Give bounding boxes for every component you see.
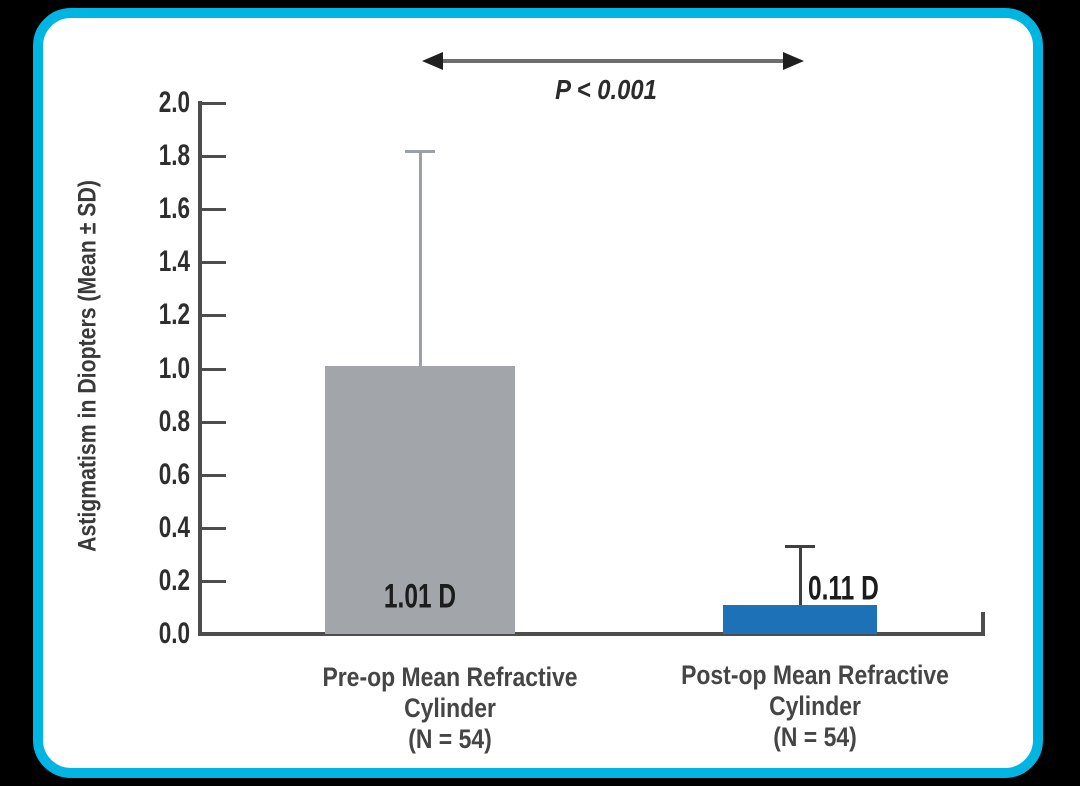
y-axis-line: [198, 101, 202, 636]
y-tick-label: 0.8: [158, 404, 190, 438]
y-tick-label: 0.0: [158, 617, 190, 650]
y-tick-label: 1.8: [158, 139, 190, 173]
category-preop-line1: Pre-op Mean Refractive Cylinder: [322, 662, 578, 723]
category-preop-line2: (N = 54): [408, 724, 492, 754]
bar: [723, 604, 877, 634]
arrow-left-icon: [422, 52, 443, 70]
y-tick-label: 0.6: [158, 457, 190, 491]
y-tick: [202, 155, 226, 159]
bar-value-label: 0.11 D: [808, 569, 879, 608]
category-label-postop: Post-op Mean Refractive Cylinder (N = 54…: [641, 660, 990, 753]
y-tick-label: 2.0: [158, 86, 190, 119]
y-axis-title: Astigmatism in Diopters (Mean ± SD): [73, 180, 102, 552]
bar: [325, 365, 515, 634]
category-postop-line2: (N = 54): [773, 722, 857, 752]
y-tick: [202, 314, 226, 318]
y-tick-label: 1.2: [158, 298, 190, 332]
arrow-right-icon: [783, 52, 804, 70]
error-bar-cap: [405, 149, 435, 153]
y-tick: [202, 633, 226, 636]
y-tick: [202, 420, 226, 424]
y-tick-label: 0.2: [158, 563, 190, 597]
category-postop-line1: Post-op Mean Refractive Cylinder: [681, 660, 949, 721]
error-bar-cap: [785, 545, 815, 549]
y-tick-label: 1.6: [158, 192, 190, 226]
y-tick: [202, 261, 226, 265]
category-label-preop: Pre-op Mean Refractive Cylinder (N = 54): [276, 662, 625, 755]
p-value-label: P < 0.001: [555, 74, 657, 105]
y-tick: [202, 579, 226, 583]
y-tick-label: 1.4: [158, 245, 190, 279]
y-tick: [202, 102, 226, 105]
y-tick-label: 0.4: [158, 510, 190, 544]
y-tick: [202, 367, 226, 371]
y-tick-label: 1.0: [158, 351, 190, 385]
y-tick: [202, 526, 226, 530]
error-bar: [798, 546, 802, 605]
significance-arrow-line: [440, 59, 784, 63]
y-tick: [202, 473, 226, 477]
bar-value-label: 1.01 D: [383, 577, 457, 616]
x-axis-line: [198, 632, 985, 636]
x-axis-end-tick: [981, 612, 985, 634]
y-tick: [202, 208, 226, 212]
error-bar: [418, 150, 422, 366]
